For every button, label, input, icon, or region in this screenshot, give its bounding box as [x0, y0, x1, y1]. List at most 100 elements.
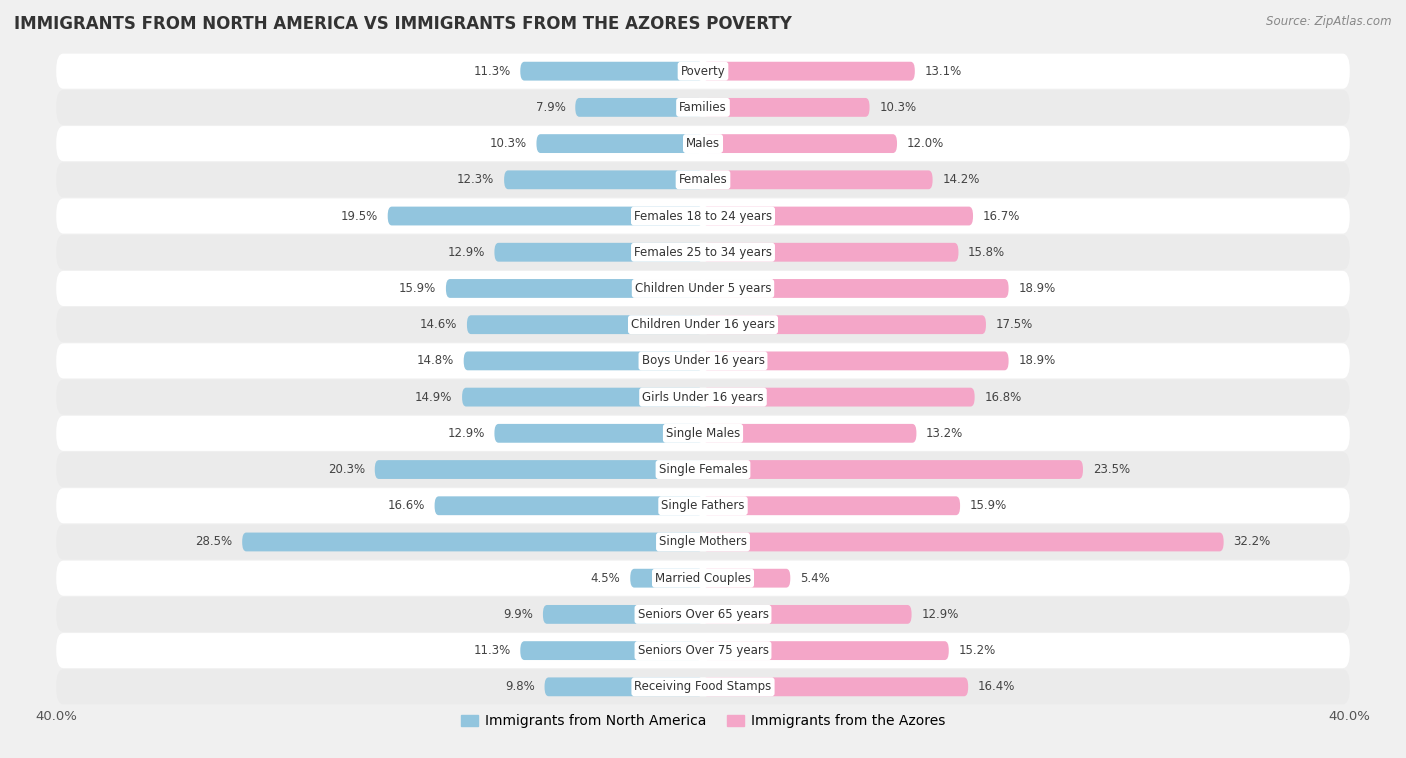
Text: 7.9%: 7.9%: [536, 101, 565, 114]
FancyBboxPatch shape: [56, 54, 1350, 89]
Text: 23.5%: 23.5%: [1092, 463, 1130, 476]
Text: 16.6%: 16.6%: [388, 500, 425, 512]
Text: IMMIGRANTS FROM NORTH AMERICA VS IMMIGRANTS FROM THE AZORES POVERTY: IMMIGRANTS FROM NORTH AMERICA VS IMMIGRA…: [14, 15, 792, 33]
FancyBboxPatch shape: [56, 162, 1350, 197]
Text: 16.8%: 16.8%: [984, 390, 1022, 403]
FancyBboxPatch shape: [56, 307, 1350, 343]
FancyBboxPatch shape: [703, 678, 969, 697]
Text: 9.8%: 9.8%: [505, 681, 534, 694]
Text: Families: Families: [679, 101, 727, 114]
FancyBboxPatch shape: [464, 352, 703, 371]
FancyBboxPatch shape: [56, 235, 1350, 270]
Text: 14.8%: 14.8%: [416, 355, 454, 368]
Text: 12.9%: 12.9%: [447, 246, 485, 258]
FancyBboxPatch shape: [703, 533, 1223, 551]
Text: 12.3%: 12.3%: [457, 174, 495, 186]
FancyBboxPatch shape: [703, 387, 974, 406]
Text: 15.9%: 15.9%: [399, 282, 436, 295]
FancyBboxPatch shape: [446, 279, 703, 298]
Text: Seniors Over 65 years: Seniors Over 65 years: [637, 608, 769, 621]
Text: 11.3%: 11.3%: [474, 644, 510, 657]
Text: 10.3%: 10.3%: [879, 101, 917, 114]
Text: Children Under 5 years: Children Under 5 years: [634, 282, 772, 295]
FancyBboxPatch shape: [520, 61, 703, 80]
FancyBboxPatch shape: [703, 98, 869, 117]
FancyBboxPatch shape: [703, 279, 1008, 298]
FancyBboxPatch shape: [703, 171, 932, 190]
Text: 15.2%: 15.2%: [959, 644, 995, 657]
Text: 19.5%: 19.5%: [340, 209, 378, 223]
FancyBboxPatch shape: [434, 496, 703, 515]
Text: Girls Under 16 years: Girls Under 16 years: [643, 390, 763, 403]
Text: 16.7%: 16.7%: [983, 209, 1021, 223]
FancyBboxPatch shape: [520, 641, 703, 660]
Text: Single Mothers: Single Mothers: [659, 535, 747, 549]
Text: 4.5%: 4.5%: [591, 572, 620, 584]
FancyBboxPatch shape: [56, 525, 1350, 559]
FancyBboxPatch shape: [505, 171, 703, 190]
FancyBboxPatch shape: [703, 61, 915, 80]
Text: Females 25 to 34 years: Females 25 to 34 years: [634, 246, 772, 258]
Text: Source: ZipAtlas.com: Source: ZipAtlas.com: [1267, 15, 1392, 28]
FancyBboxPatch shape: [537, 134, 703, 153]
FancyBboxPatch shape: [703, 352, 1008, 371]
FancyBboxPatch shape: [703, 315, 986, 334]
Text: 13.2%: 13.2%: [927, 427, 963, 440]
FancyBboxPatch shape: [375, 460, 703, 479]
Text: 12.0%: 12.0%: [907, 137, 943, 150]
Text: Males: Males: [686, 137, 720, 150]
Text: 13.1%: 13.1%: [925, 64, 962, 77]
FancyBboxPatch shape: [463, 387, 703, 406]
FancyBboxPatch shape: [703, 496, 960, 515]
FancyBboxPatch shape: [56, 633, 1350, 669]
Text: 14.9%: 14.9%: [415, 390, 453, 403]
Text: Single Males: Single Males: [666, 427, 740, 440]
FancyBboxPatch shape: [703, 460, 1083, 479]
FancyBboxPatch shape: [467, 315, 703, 334]
Text: Receiving Food Stamps: Receiving Food Stamps: [634, 681, 772, 694]
FancyBboxPatch shape: [56, 89, 1350, 125]
Text: 20.3%: 20.3%: [328, 463, 366, 476]
Legend: Immigrants from North America, Immigrants from the Azores: Immigrants from North America, Immigrant…: [456, 709, 950, 734]
Text: 10.3%: 10.3%: [489, 137, 527, 150]
FancyBboxPatch shape: [703, 605, 911, 624]
Text: 18.9%: 18.9%: [1018, 282, 1056, 295]
Text: Married Couples: Married Couples: [655, 572, 751, 584]
Text: 15.8%: 15.8%: [969, 246, 1005, 258]
Text: Children Under 16 years: Children Under 16 years: [631, 318, 775, 331]
FancyBboxPatch shape: [703, 207, 973, 225]
Text: 16.4%: 16.4%: [979, 681, 1015, 694]
Text: 5.4%: 5.4%: [800, 572, 830, 584]
Text: Single Females: Single Females: [658, 463, 748, 476]
FancyBboxPatch shape: [56, 126, 1350, 161]
FancyBboxPatch shape: [703, 424, 917, 443]
Text: 18.9%: 18.9%: [1018, 355, 1056, 368]
Text: 12.9%: 12.9%: [921, 608, 959, 621]
Text: Boys Under 16 years: Boys Under 16 years: [641, 355, 765, 368]
FancyBboxPatch shape: [495, 424, 703, 443]
FancyBboxPatch shape: [242, 533, 703, 551]
Text: 14.2%: 14.2%: [942, 174, 980, 186]
Text: 15.9%: 15.9%: [970, 500, 1007, 512]
FancyBboxPatch shape: [56, 343, 1350, 378]
FancyBboxPatch shape: [56, 271, 1350, 306]
FancyBboxPatch shape: [56, 452, 1350, 487]
FancyBboxPatch shape: [495, 243, 703, 262]
Text: 14.6%: 14.6%: [420, 318, 457, 331]
Text: 17.5%: 17.5%: [995, 318, 1033, 331]
Text: 32.2%: 32.2%: [1233, 535, 1271, 549]
Text: Females: Females: [679, 174, 727, 186]
FancyBboxPatch shape: [56, 199, 1350, 233]
Text: 12.9%: 12.9%: [447, 427, 485, 440]
FancyBboxPatch shape: [56, 669, 1350, 704]
FancyBboxPatch shape: [56, 415, 1350, 451]
FancyBboxPatch shape: [575, 98, 703, 117]
Text: Poverty: Poverty: [681, 64, 725, 77]
FancyBboxPatch shape: [56, 380, 1350, 415]
Text: Females 18 to 24 years: Females 18 to 24 years: [634, 209, 772, 223]
FancyBboxPatch shape: [630, 568, 703, 587]
Text: Single Fathers: Single Fathers: [661, 500, 745, 512]
Text: 9.9%: 9.9%: [503, 608, 533, 621]
FancyBboxPatch shape: [543, 605, 703, 624]
FancyBboxPatch shape: [56, 488, 1350, 523]
